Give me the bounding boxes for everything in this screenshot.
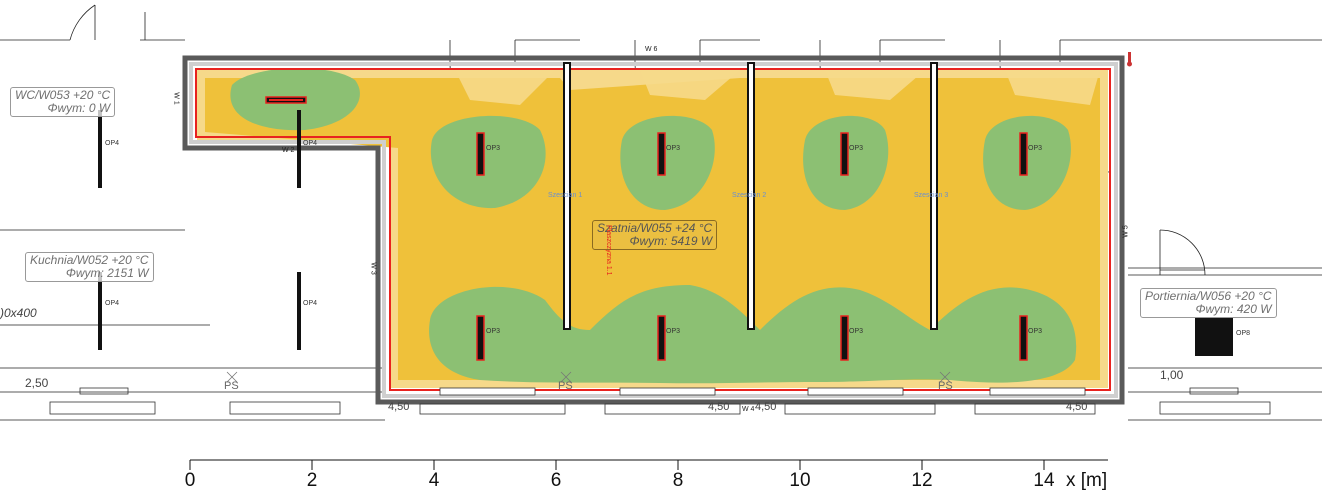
- heater-label: OP4: [105, 300, 120, 307]
- thermometer-icon: [1127, 52, 1132, 67]
- room-name-kuchnia: Kuchnia/W052 +20 °C: [30, 253, 149, 267]
- axis-tick: 4: [428, 470, 440, 491]
- heater-label: OP3: [1028, 145, 1043, 152]
- height-label-left: 2,50: [25, 376, 49, 390]
- wall-label-w4: W 4: [742, 406, 755, 413]
- sill-label: 4,50: [708, 401, 730, 413]
- wall-label-w3: W 3: [369, 262, 377, 275]
- outer-walls: [182, 55, 1125, 405]
- room-name-portiernia: Portiernia/W056 +20 °C: [1145, 289, 1272, 303]
- room-power-wc: Φwym: 0 W: [47, 101, 111, 115]
- cubicle-label: Szescian 2: [732, 192, 767, 199]
- heater-label: OP3: [486, 145, 501, 152]
- sill-label: 4,50: [1066, 401, 1088, 413]
- ps-label: PS: [938, 380, 953, 392]
- room-power-portiernia: Φwym: 420 W: [1195, 302, 1272, 316]
- wall-label-w5: W 5: [1122, 225, 1130, 238]
- heater-label: OP4: [303, 140, 318, 147]
- scale-axis: [189, 459, 1108, 470]
- sill-label: 4,50: [388, 401, 410, 413]
- heaters-side: [98, 110, 1233, 356]
- heater-label: OP4: [105, 140, 120, 147]
- room-power-kuchnia: Φwym: 2151 W: [65, 266, 149, 280]
- wall-label-w2: W 2: [282, 147, 295, 154]
- sill-label: 4,50: [755, 401, 777, 413]
- door-size-label: )0x400: [0, 306, 37, 320]
- windows-main: [419, 387, 1096, 415]
- heater-label: OP3: [486, 328, 501, 335]
- windows-left: [49, 387, 1271, 415]
- axis-tick: 10: [789, 470, 811, 491]
- heatmap: [197, 68, 1108, 388]
- heater-label: OP8: [1236, 330, 1251, 337]
- room-label-kuchnia: Kuchnia/W052 +20 °C Φwym: 2151 W: [25, 252, 154, 282]
- room-name-szatnia: Szatnia/W055 +24 °C: [597, 221, 713, 235]
- heater-label: OP3: [1028, 328, 1043, 335]
- wall-label-w6: W 6: [645, 46, 658, 53]
- axis-unit-label: x [m]: [1066, 470, 1108, 491]
- ps-label: PS: [558, 380, 573, 392]
- heater-label: OP3: [666, 328, 681, 335]
- wall-label-w1: W 1: [172, 92, 180, 105]
- plane-label: Płaszczyzna 1.1: [605, 225, 612, 276]
- left-rooms-outline: [0, 4, 1322, 421]
- heater-label: OP3: [849, 328, 864, 335]
- axis-tick: 12: [911, 470, 933, 491]
- room-label-portiernia: Portiernia/W056 +20 °C Φwym: 420 W: [1140, 288, 1277, 318]
- room-label-szatnia: Szatnia/W055 +24 °C Φwym: 5419 W: [592, 220, 718, 250]
- axis-tick: 8: [672, 470, 684, 491]
- room-name-wc: WC/W053 +20 °C: [15, 88, 111, 102]
- height-label-right: 1,00: [1160, 368, 1184, 382]
- room-label-wc: WC/W053 +20 °C Φwym: 0 W: [10, 87, 116, 117]
- heater-label: OP3: [666, 145, 681, 152]
- axis-tick: 2: [306, 470, 318, 491]
- axis-tick: 0: [184, 470, 196, 491]
- axis-tick: 6: [550, 470, 562, 491]
- cubicle-label: Szescian 1: [548, 192, 583, 199]
- ps-crosses: [226, 371, 951, 383]
- ps-label: PS: [224, 380, 239, 392]
- heaters-main: [265, 96, 1028, 361]
- heater-label: OP4: [303, 300, 318, 307]
- room-power-szatnia: Φwym: 5419 W: [629, 234, 713, 248]
- partitions: [563, 62, 938, 330]
- cubicle-label: Szescian 3: [914, 192, 949, 199]
- axis-tick: 14: [1033, 470, 1055, 491]
- heater-label: OP3: [849, 145, 864, 152]
